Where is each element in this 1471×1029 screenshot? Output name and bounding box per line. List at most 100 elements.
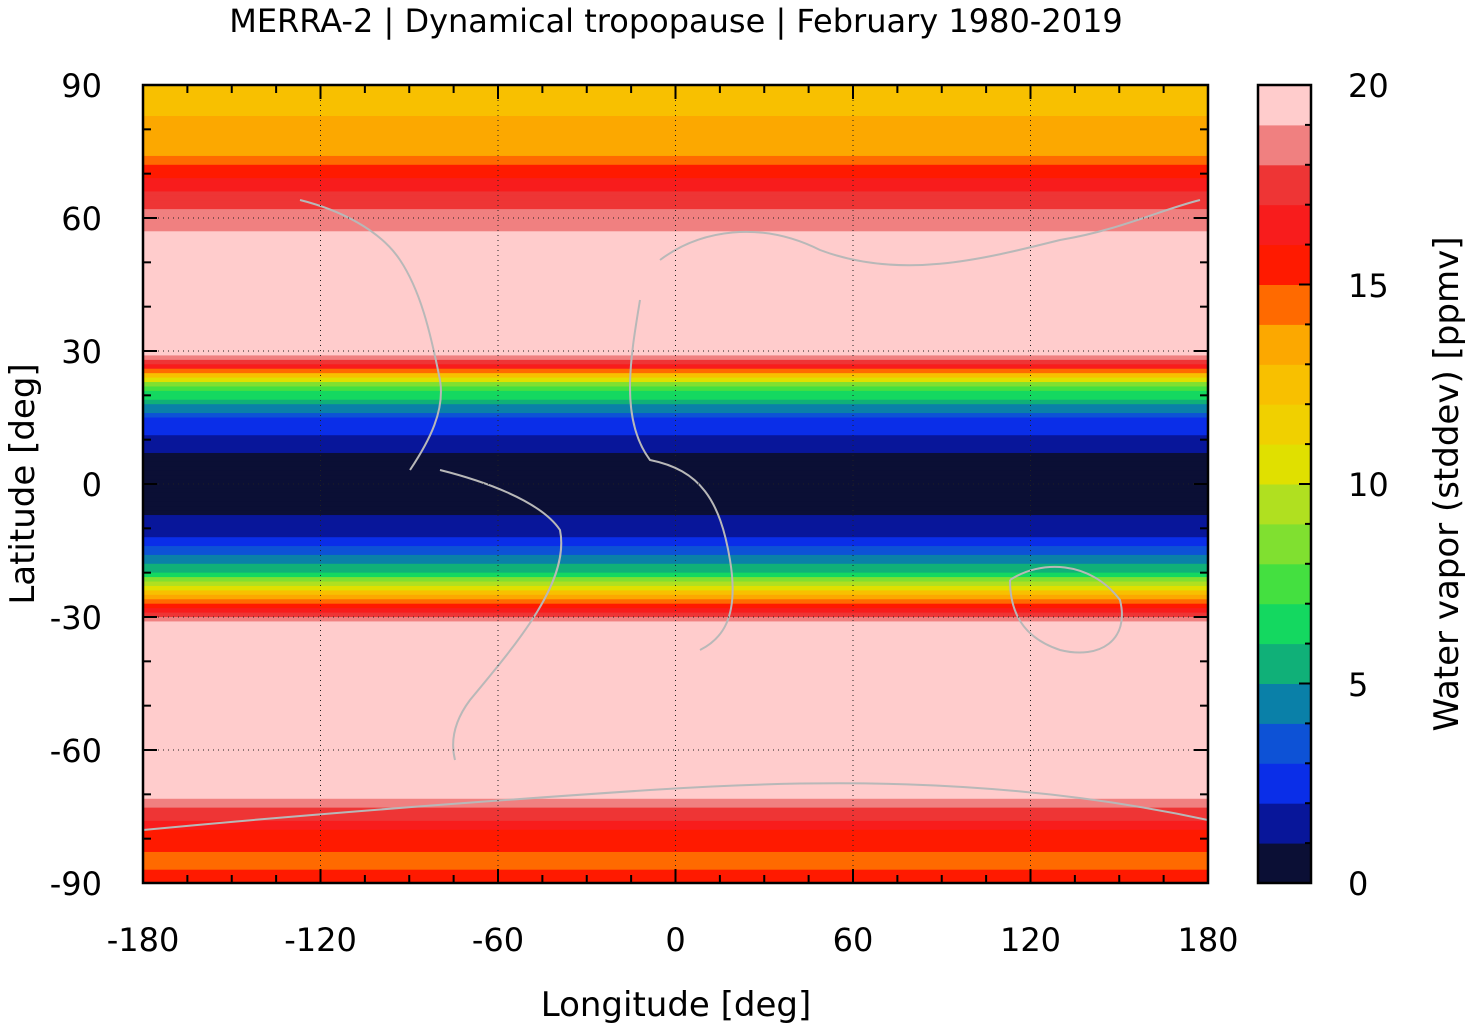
y-tick-label: 0 bbox=[82, 466, 102, 504]
field-band bbox=[143, 351, 1208, 357]
field-band bbox=[143, 674, 1208, 680]
field-band bbox=[143, 200, 1208, 206]
field-band bbox=[143, 395, 1208, 401]
field-band bbox=[143, 741, 1208, 747]
colorbar-cell bbox=[1258, 164, 1311, 206]
field-band bbox=[143, 497, 1208, 503]
field-band bbox=[143, 324, 1208, 330]
field-band bbox=[143, 519, 1208, 525]
colorbar-cell bbox=[1258, 124, 1311, 166]
chart-title: MERRA-2 | Dynamical tropopause | Februar… bbox=[229, 2, 1123, 40]
colorbar-cell bbox=[1258, 763, 1311, 804]
colorbar-label: Water vapor (stddev) [ppmv] bbox=[1427, 237, 1467, 732]
colorbar-tick-label: 0 bbox=[1348, 865, 1368, 903]
field-band bbox=[143, 816, 1208, 822]
field-band bbox=[143, 124, 1208, 130]
field-band bbox=[143, 856, 1208, 862]
field-band bbox=[143, 683, 1208, 689]
field-band bbox=[143, 284, 1208, 290]
x-tick-label: 60 bbox=[833, 921, 874, 959]
field-band bbox=[143, 705, 1208, 711]
field-band bbox=[143, 470, 1208, 476]
field-band bbox=[143, 656, 1208, 662]
colorbar-cell bbox=[1258, 364, 1311, 405]
colorbar-cell bbox=[1258, 244, 1311, 285]
field-band bbox=[143, 209, 1208, 215]
field-band bbox=[143, 204, 1208, 210]
field-band bbox=[143, 679, 1208, 685]
field-band bbox=[143, 346, 1208, 352]
field-band bbox=[143, 585, 1208, 591]
x-tick-label: 0 bbox=[665, 921, 685, 959]
x-tick-label: -180 bbox=[107, 921, 180, 959]
colorbar-cell bbox=[1258, 324, 1311, 365]
colorbar-cells bbox=[1258, 85, 1311, 884]
field-band bbox=[143, 151, 1208, 157]
coastlines bbox=[143, 199, 1208, 831]
y-axis-label: Latitude [deg] bbox=[3, 363, 43, 604]
field-band bbox=[143, 160, 1208, 166]
field-band bbox=[143, 111, 1208, 117]
field-band bbox=[143, 776, 1208, 782]
field-band bbox=[143, 577, 1208, 583]
field-band bbox=[143, 404, 1208, 410]
field-band bbox=[143, 701, 1208, 707]
field-band bbox=[143, 475, 1208, 481]
field-band bbox=[143, 829, 1208, 835]
field-band bbox=[143, 594, 1208, 600]
field-band bbox=[143, 191, 1208, 197]
field-band bbox=[143, 399, 1208, 405]
field-band bbox=[143, 147, 1208, 153]
field-band bbox=[143, 240, 1208, 246]
y-tick-label: -60 bbox=[50, 732, 102, 770]
field-band bbox=[143, 541, 1208, 547]
field-band bbox=[143, 523, 1208, 529]
colorbar-cell bbox=[1258, 484, 1311, 525]
field-band bbox=[143, 107, 1208, 113]
field-band bbox=[143, 231, 1208, 237]
y-tick-label: 90 bbox=[61, 67, 102, 105]
field-band bbox=[143, 461, 1208, 467]
colorbar-cell bbox=[1258, 204, 1311, 246]
field-band bbox=[143, 621, 1208, 627]
y-tick-labels: 90 60 30 0 -30 -60 -90 bbox=[50, 67, 102, 903]
field-band bbox=[143, 448, 1208, 454]
field-band bbox=[143, 195, 1208, 201]
colorbar-cell bbox=[1258, 85, 1311, 126]
plot-frame bbox=[141, 83, 1210, 885]
x-tick-label: -120 bbox=[284, 921, 357, 959]
x-tick-labels: -180 -120 -60 0 60 120 180 bbox=[107, 921, 1239, 959]
colorbar-tick-label: 10 bbox=[1348, 466, 1389, 504]
y-tick-label: 60 bbox=[61, 200, 102, 238]
field-band bbox=[143, 599, 1208, 605]
field-band bbox=[143, 825, 1208, 831]
field-band bbox=[143, 288, 1208, 294]
field-band bbox=[143, 812, 1208, 818]
field-band bbox=[143, 355, 1208, 361]
colorbar-tick-label: 5 bbox=[1348, 666, 1368, 704]
colorbar-cell bbox=[1258, 404, 1311, 445]
field-band bbox=[143, 581, 1208, 587]
field-band bbox=[143, 120, 1208, 126]
field-band bbox=[143, 506, 1208, 512]
grid-lines bbox=[143, 85, 1208, 883]
field-band bbox=[143, 484, 1208, 490]
field-band bbox=[143, 302, 1208, 308]
field-band bbox=[143, 652, 1208, 658]
field-band bbox=[143, 554, 1208, 560]
field-band bbox=[143, 590, 1208, 596]
field-band bbox=[143, 732, 1208, 738]
field-band bbox=[143, 342, 1208, 348]
field-band bbox=[143, 798, 1208, 804]
field-band bbox=[143, 444, 1208, 450]
field-band bbox=[143, 116, 1208, 122]
field-band bbox=[143, 439, 1208, 445]
y-tick-label: -30 bbox=[50, 599, 102, 637]
field-band bbox=[143, 186, 1208, 192]
field-band bbox=[143, 781, 1208, 787]
field-band bbox=[143, 745, 1208, 751]
colorbar-tick-marks bbox=[1299, 84, 1311, 884]
coastline-antarctica bbox=[143, 782, 1208, 831]
coastline-australia bbox=[1009, 565, 1123, 654]
